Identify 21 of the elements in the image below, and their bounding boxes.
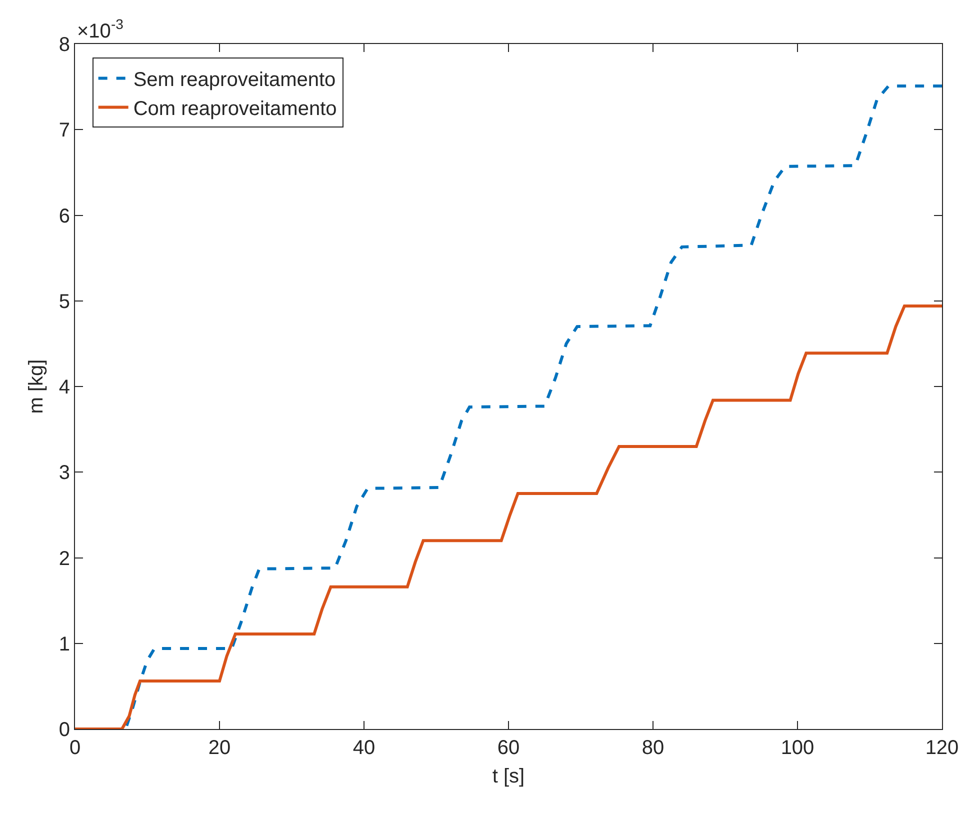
x-tick-label: 100 — [780, 737, 814, 759]
x-tick-label: 120 — [925, 737, 959, 759]
x-tick-label: 40 — [352, 737, 376, 759]
y-tick-label: 8 — [58, 34, 70, 56]
line-series — [75, 304, 942, 729]
y-tick-label: 6 — [58, 205, 70, 228]
y-tick-label: 3 — [58, 462, 70, 484]
x-tick-label: 80 — [642, 737, 664, 759]
x-tick-label: 20 — [208, 737, 231, 759]
x-axis-title: t [s] — [492, 766, 525, 788]
x-tick-label: 60 — [497, 737, 520, 759]
y-tick-label: 0 — [58, 719, 70, 741]
y-axis-title: m [kg] — [25, 359, 48, 414]
y-tick-label: 5 — [58, 290, 70, 313]
y-tick-label: 7 — [58, 120, 70, 142]
y-tick-label: 4 — [58, 376, 70, 398]
text: ×10$^{-3}$ — [77, 16, 124, 42]
y-tick-label: 2 — [58, 548, 70, 570]
legend-label: Sem reaproveitamento — [133, 69, 336, 91]
y-tick-label: 1 — [58, 633, 70, 656]
legend-label: Com reaproveitamento — [133, 98, 337, 120]
